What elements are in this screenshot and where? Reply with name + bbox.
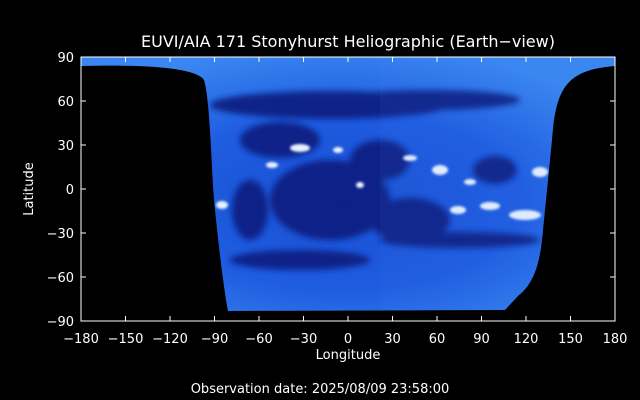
x-tick-label: −120: [152, 332, 188, 347]
y-tick-label: 0: [66, 183, 74, 198]
x-tick-label: 0: [344, 332, 352, 347]
x-tick-label: 90: [473, 332, 490, 347]
y-tick-label: −60: [47, 271, 74, 286]
y-tick-label: −90: [47, 315, 74, 330]
x-tick-label: 30: [384, 332, 401, 347]
y-tick-label: 30: [57, 139, 74, 154]
x-tick-label: −150: [108, 332, 144, 347]
x-axis-label: Longitude: [316, 348, 381, 363]
y-tick-label: 90: [57, 51, 74, 66]
x-tick-label: 120: [514, 332, 539, 347]
y-tick-label: 60: [57, 95, 74, 110]
y-tick-label: −30: [47, 227, 74, 242]
x-tick-label: −90: [201, 332, 228, 347]
observation-date: Observation date: 2025/08/09 23:58:00: [191, 382, 450, 397]
x-tick-label: −60: [245, 332, 272, 347]
chart-title: EUVI/AIA 171 Stonyhurst Heliographic (Ea…: [141, 32, 555, 51]
x-tick-label: 150: [558, 332, 583, 347]
x-tick-label: −180: [63, 332, 99, 347]
x-axis-ticks: −180 −150 −120 −90 −60 −30 0 30 60 90 120 150 180: [63, 57, 627, 347]
y-axis-label: Latitude: [22, 162, 37, 216]
x-tick-label: 60: [429, 332, 446, 347]
x-tick-label: −30: [290, 332, 317, 347]
x-tick-label: 180: [603, 332, 628, 347]
y-axis-ticks: −90 −60 −30 0 30 60 90: [47, 51, 615, 330]
dark-coronal-structure: [210, 90, 540, 270]
bright-active-regions: [216, 144, 548, 220]
